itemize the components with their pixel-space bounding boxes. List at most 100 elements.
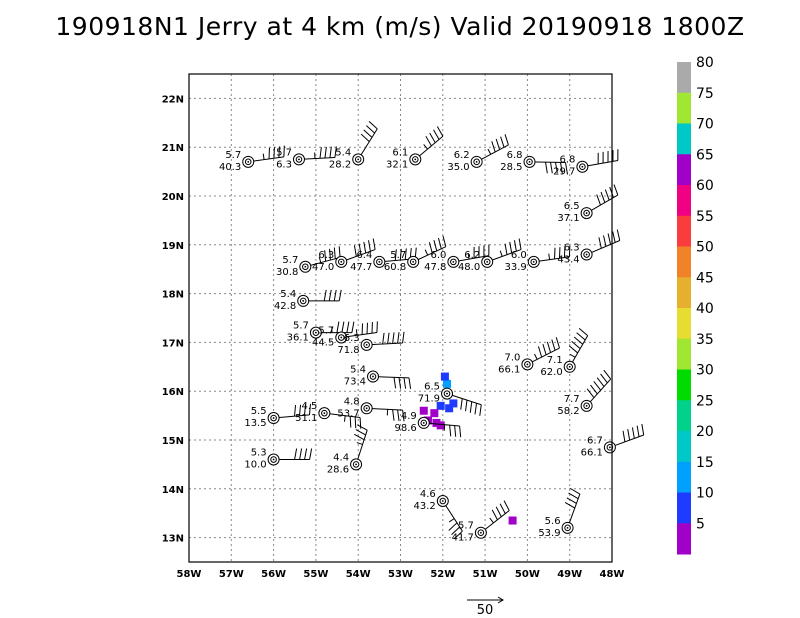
point-marker-inner	[270, 456, 277, 463]
point-value-bottom: 41.7	[452, 533, 474, 544]
barb-staff	[423, 422, 460, 427]
barb-staff	[305, 256, 341, 268]
point-marker-center	[272, 458, 275, 461]
barb-flag	[546, 341, 552, 353]
colorbar-box	[677, 308, 691, 340]
point-marker-inner	[530, 258, 538, 266]
reference-vector-label: 50	[477, 603, 494, 618]
barb-flag	[294, 405, 297, 417]
barb-half-flag	[262, 153, 265, 160]
point-marker-inner	[439, 497, 447, 505]
point-marker-inner	[412, 156, 419, 163]
colorbar-label: 5	[696, 516, 705, 532]
point-value-bottom: 33.9	[504, 262, 526, 273]
barb-flag	[573, 336, 584, 345]
y-tick-label: 14N	[162, 485, 184, 496]
barb-flag	[436, 126, 444, 137]
colorbar-label: 25	[696, 393, 714, 409]
colorbar-label: 75	[696, 86, 714, 102]
barb-flag	[329, 248, 331, 261]
barb-flag	[460, 398, 463, 410]
wind-barb-point: 5.744.5	[312, 321, 378, 349]
point-value-bottom: 71.8	[337, 345, 359, 356]
wind-barb-point: 5.730.8	[276, 246, 341, 278]
barb-half-flag	[318, 256, 322, 263]
point-marker-inner	[477, 529, 485, 537]
point-value-top: 5.4	[350, 365, 366, 376]
point-marker-center	[378, 260, 381, 263]
point-value-top: 4.9	[401, 411, 417, 422]
point-value-top: 5.5	[251, 406, 267, 417]
barb-flag	[627, 429, 631, 441]
point-value-bottom: 32.1	[386, 159, 408, 170]
point-value-top: 6.8	[507, 150, 523, 161]
point-marker-center	[323, 412, 326, 415]
wind-barb-point: 6.248.0	[458, 238, 522, 273]
point-value-top: 6.0	[511, 250, 527, 261]
barb-half-flag	[489, 517, 494, 524]
colorbar-label: 10	[696, 486, 714, 502]
barb-flag	[398, 377, 402, 389]
barb-flag	[596, 377, 605, 387]
point-value-top: 4.6	[420, 489, 436, 500]
point-value-top: 6.2	[464, 250, 480, 261]
barb-flag	[545, 162, 548, 174]
point-marker-center	[365, 407, 368, 410]
point-marker-center	[608, 446, 611, 449]
barb-flag	[333, 289, 337, 302]
barb-flag	[299, 448, 303, 460]
colorbar-label: 15	[696, 455, 714, 471]
point-value-bottom: 10.0	[244, 460, 266, 471]
point-value-bottom: 48.0	[458, 262, 480, 273]
wind-barb-point: 5.740.3	[219, 145, 285, 173]
x-tick-label: 49W	[557, 569, 582, 580]
point-marker-center	[340, 260, 343, 263]
shaded-cell	[430, 409, 439, 418]
barb-flag	[500, 136, 505, 148]
barb-flag	[433, 239, 438, 252]
barb-flag	[453, 530, 463, 540]
point-marker-inner	[583, 402, 590, 410]
point-marker-inner	[564, 524, 571, 532]
colorbar-box	[677, 400, 691, 432]
point-marker-inner	[473, 158, 480, 166]
shaded-cell	[445, 404, 454, 413]
colorbar-label: 60	[696, 178, 714, 194]
barb-flag	[613, 184, 619, 196]
point-marker-inner	[337, 258, 345, 266]
barb-flag	[308, 403, 311, 415]
barb-flag	[564, 502, 576, 509]
wind-barb-point: 5.653.9	[538, 487, 581, 539]
point-value-top: 5.7	[318, 326, 334, 337]
reference-vector: 50	[467, 596, 504, 618]
point-value-bottom: 71.9	[418, 394, 440, 405]
point-value-bottom: 58.2	[557, 406, 579, 417]
point-marker-center	[422, 422, 425, 424]
barb-flag	[451, 526, 461, 536]
point-marker-inner	[302, 263, 309, 271]
point-value-top: 6.0	[430, 250, 446, 261]
y-axis-ticks: 13N 14N 15N 16N 17N 18N 19N 20N 21N 22N	[162, 94, 184, 544]
point-marker-inner	[420, 419, 428, 427]
wind-barb-point: 6.132.1	[386, 126, 444, 170]
point-marker-inner	[526, 158, 533, 166]
barb-flag	[334, 146, 337, 158]
wind-barb-point: 6.571.9	[418, 382, 482, 416]
x-tick-label: 58W	[177, 569, 202, 580]
wind-barb-point: 7.162.0	[540, 328, 589, 378]
point-value-top: 6.5	[424, 382, 440, 393]
barb-flag	[338, 289, 342, 302]
point-value-bottom: 28.6	[327, 464, 349, 475]
point-marker-center	[302, 300, 305, 302]
shaded-cell	[508, 516, 517, 525]
barb-flag	[495, 506, 502, 517]
point-marker-inner	[409, 258, 417, 266]
barb-flag	[607, 233, 612, 245]
y-tick-label: 15N	[162, 436, 184, 447]
point-marker-inner	[369, 373, 377, 380]
shaded-cell	[449, 399, 458, 408]
point-value-bottom: 6.3	[276, 159, 292, 170]
wind-barb-point: 6.828.5	[500, 150, 568, 174]
point-marker-center	[272, 417, 275, 419]
point-marker-inner	[583, 251, 590, 258]
